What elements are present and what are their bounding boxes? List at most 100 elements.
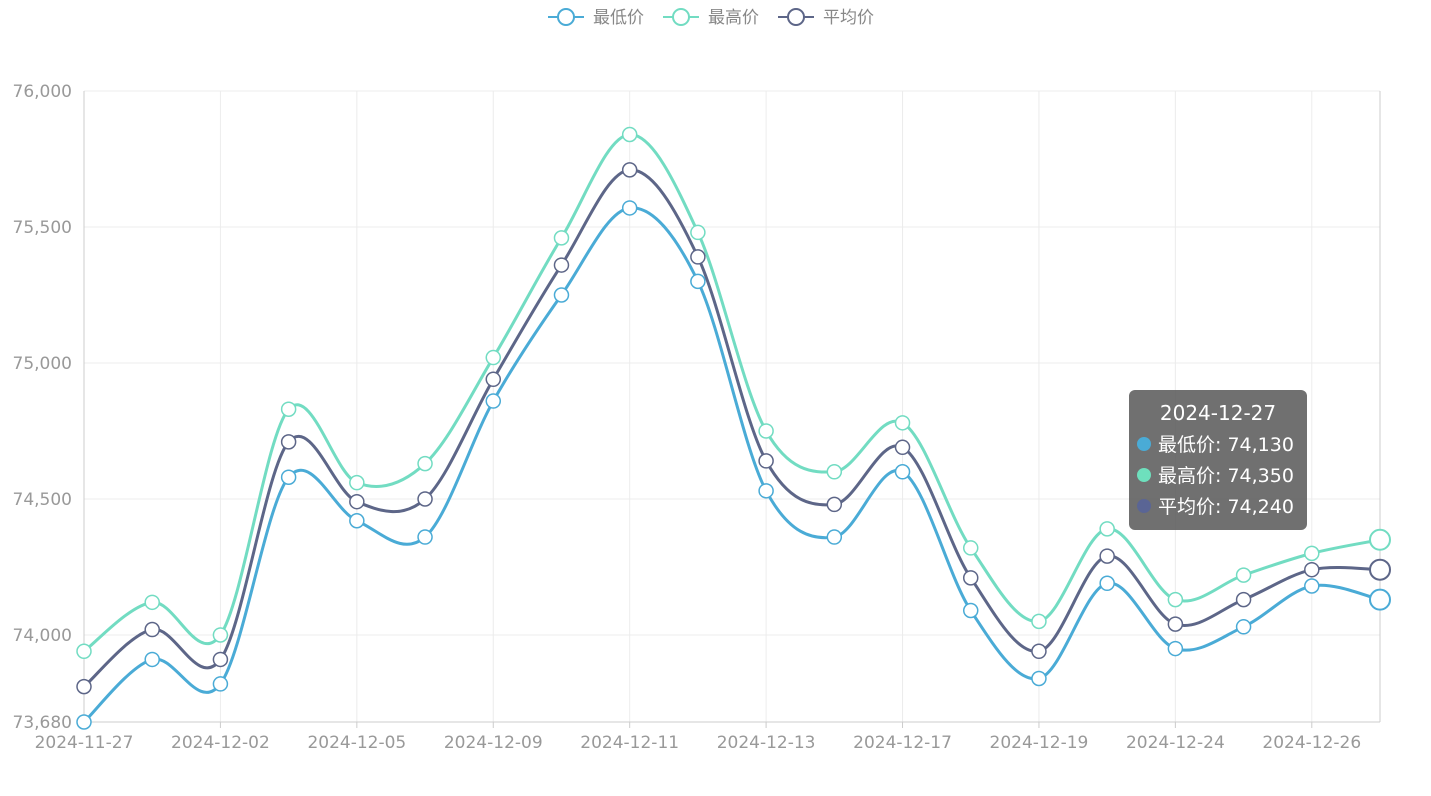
y-tick-label: 74,000 <box>13 626 72 646</box>
legend-item-low[interactable]: 最低价 <box>548 8 644 28</box>
axes: 73,680 74,000 74,500 75,000 75,500 76,000 2024… <box>13 82 1381 753</box>
data-point-high[interactable] <box>1099 521 1115 537</box>
data-point-low[interactable] <box>485 393 502 409</box>
tooltip-dot-high <box>1137 467 1151 482</box>
legend-marker <box>557 8 575 26</box>
x-tick-label: 2024-12-09 <box>444 733 543 753</box>
y-tick-label: 73,680 <box>13 713 72 733</box>
y-tick-label: 75,500 <box>13 218 72 238</box>
data-point-avg[interactable] <box>1167 616 1184 632</box>
data-point-avg[interactable] <box>349 493 365 510</box>
tooltip-value-low: 最低价: 74,130 <box>1158 434 1294 456</box>
data-point-low[interactable] <box>280 469 297 485</box>
data-point-avg[interactable] <box>690 249 706 265</box>
data-point-low[interactable] <box>1099 575 1115 592</box>
data-point-low[interactable] <box>1304 578 1320 594</box>
data-point-low[interactable] <box>690 273 706 290</box>
legend-label: 平均价 <box>823 8 874 28</box>
tooltip-dot-avg <box>1137 498 1151 513</box>
data-point-avg[interactable] <box>826 496 843 513</box>
data-point-high[interactable] <box>417 455 433 472</box>
data-point-avg[interactable] <box>1099 548 1115 564</box>
legend-label: 最低价 <box>593 8 644 28</box>
data-point-low[interactable] <box>758 483 774 499</box>
x-tick-label: 2024-12-13 <box>717 733 816 753</box>
data-point-avg[interactable] <box>280 434 297 450</box>
data-point-low[interactable] <box>1235 619 1252 635</box>
tooltip-row-low: 最低价: 74,130 <box>1137 428 1299 459</box>
data-point-high[interactable] <box>144 594 160 611</box>
data-point-low[interactable] <box>621 200 638 216</box>
data-point-low[interactable] <box>417 529 433 545</box>
tooltip-title: 2024-12-27 <box>1159 401 1277 425</box>
legend-item-avg[interactable]: 平均价 <box>778 8 874 28</box>
y-tick-label: 76,000 <box>13 82 72 102</box>
data-point-low[interactable] <box>144 651 160 668</box>
data-point-low[interactable] <box>826 529 843 545</box>
data-point-high[interactable] <box>894 415 911 431</box>
legend-marker <box>672 8 690 26</box>
data-point-avg[interactable] <box>962 570 979 586</box>
data-point-avg[interactable] <box>621 162 638 178</box>
x-tick-label: 2024-11-27 <box>35 733 134 753</box>
data-point-low[interactable] <box>894 464 911 480</box>
tooltip: 2024-12-27 最低价: 74,130 最高价: 74,350 平均价: … <box>1129 390 1307 530</box>
data-point-low[interactable] <box>1031 670 1047 687</box>
x-tick-label: 2024-12-19 <box>990 733 1089 753</box>
x-tick-label: 2024-12-05 <box>307 733 406 753</box>
tooltip-row-avg: 平均价: 74,240 <box>1137 490 1299 521</box>
tooltip-row-high: 最高价: 74,350 <box>1137 459 1299 490</box>
data-point-high[interactable] <box>621 126 638 143</box>
data-point-high[interactable] <box>826 464 843 480</box>
legend[interactable]: 最低价 最高价 平均价 <box>548 8 874 28</box>
data-point-high[interactable] <box>962 540 979 556</box>
data-point-avg[interactable] <box>417 491 433 507</box>
data-point-avg[interactable] <box>1031 643 1047 660</box>
x-tick-label: 2024-12-17 <box>853 733 952 753</box>
data-point-high[interactable] <box>1235 567 1252 583</box>
x-tick-label: 2024-12-02 <box>171 733 270 753</box>
data-point-high[interactable] <box>1369 528 1391 551</box>
data-point-high[interactable] <box>349 474 365 491</box>
data-point-high[interactable] <box>212 627 229 643</box>
data-points <box>76 126 1391 730</box>
data-point-low[interactable] <box>349 512 365 529</box>
data-point-avg[interactable] <box>894 439 911 456</box>
data-point-low[interactable] <box>76 714 92 730</box>
y-tick-label: 74,500 <box>13 490 72 510</box>
data-point-avg[interactable] <box>485 371 502 388</box>
data-point-low[interactable] <box>212 676 229 692</box>
data-point-avg[interactable] <box>1369 558 1391 581</box>
data-point-high[interactable] <box>758 423 774 439</box>
data-point-low[interactable] <box>1167 640 1184 657</box>
data-point-avg[interactable] <box>144 621 160 638</box>
data-point-high[interactable] <box>485 349 502 366</box>
data-point-high[interactable] <box>690 224 706 241</box>
data-point-high[interactable] <box>1167 591 1184 608</box>
data-point-high[interactable] <box>1031 613 1047 630</box>
tooltip-dot-low <box>1137 436 1151 451</box>
tooltip-value-high: 最高价: 74,350 <box>1158 465 1294 487</box>
y-tick-label: 75,000 <box>13 354 72 374</box>
data-point-avg[interactable] <box>553 257 570 273</box>
data-point-avg[interactable] <box>76 678 92 695</box>
data-point-avg[interactable] <box>212 651 229 668</box>
x-tick-label: 2024-12-11 <box>580 733 679 753</box>
data-point-high[interactable] <box>553 230 570 246</box>
legend-marker <box>787 8 805 26</box>
data-point-high[interactable] <box>76 643 92 660</box>
data-point-low[interactable] <box>1369 588 1391 611</box>
x-tick-label: 2024-12-24 <box>1126 733 1225 753</box>
data-point-low[interactable] <box>553 287 570 303</box>
tooltip-value-avg: 平均价: 74,240 <box>1158 496 1294 518</box>
data-point-avg[interactable] <box>758 453 774 469</box>
x-tick-label: 2024-12-26 <box>1262 733 1361 753</box>
data-point-avg[interactable] <box>1304 561 1320 578</box>
legend-label: 最高价 <box>708 8 759 28</box>
data-point-avg[interactable] <box>1235 591 1252 608</box>
legend-item-high[interactable]: 最高价 <box>663 8 759 28</box>
data-point-high[interactable] <box>280 401 297 417</box>
data-point-low[interactable] <box>962 602 979 619</box>
data-point-high[interactable] <box>1304 545 1320 562</box>
